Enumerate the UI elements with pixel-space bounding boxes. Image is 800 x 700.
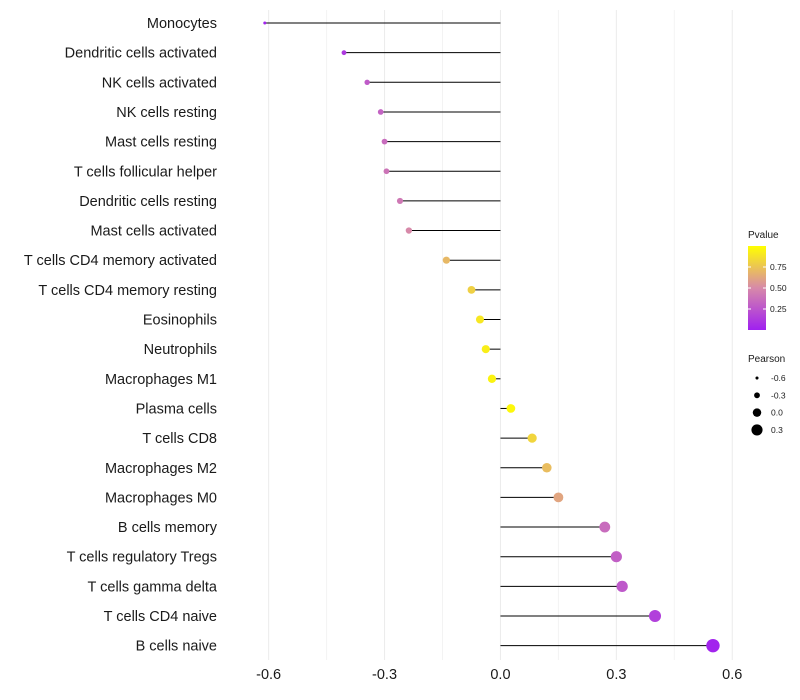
lollipop-point xyxy=(442,256,450,264)
pearson-legend-label: 0.0 xyxy=(771,408,783,418)
category-labels: Monocytes Dendritic cells activated NK cel… xyxy=(24,16,218,655)
lollipop-point xyxy=(506,404,516,413)
pearson-legend-label: -0.6 xyxy=(771,373,786,383)
category-label: T cells follicular helper xyxy=(74,164,217,180)
colorbar-tick-label: 0.25 xyxy=(770,304,787,314)
lollipop-point xyxy=(263,21,267,25)
lollipop-point xyxy=(542,462,552,473)
lollipop-point xyxy=(481,345,490,354)
lollipop-point xyxy=(364,79,370,85)
pearson-legend-items: -0.6 -0.3 0.0 0.3 xyxy=(751,373,786,436)
category-label: B cells naive xyxy=(136,639,217,655)
lollipop-point xyxy=(648,609,662,623)
pvalue-legend: Pvalue 0.25 0.50 0.75 xyxy=(748,230,787,330)
lollipop-point xyxy=(553,492,564,503)
lollipop-point xyxy=(396,197,404,204)
category-label: T cells CD4 memory resting xyxy=(38,283,217,299)
pearson-legend-dot xyxy=(754,392,760,399)
category-label: T cells regulatory Tregs xyxy=(67,550,217,566)
category-label: Plasma cells xyxy=(136,401,217,417)
lollipop-point xyxy=(341,50,347,56)
x-tick-label: 0.6 xyxy=(722,667,742,683)
x-tick-label: -0.6 xyxy=(256,667,281,683)
x-tick-label: -0.3 xyxy=(372,667,397,683)
x-tick-label: 0.0 xyxy=(490,667,510,683)
category-label: NK cells resting xyxy=(116,105,217,121)
lollipop-point xyxy=(381,138,388,145)
lollipop-point xyxy=(487,374,497,383)
lollipop-points xyxy=(263,21,720,653)
lollipop-point xyxy=(527,433,537,443)
category-label: Macrophages M1 xyxy=(105,372,217,388)
pearson-legend-dot xyxy=(752,408,762,417)
category-label: Eosinophils xyxy=(143,313,217,329)
lollipop-point xyxy=(467,285,476,294)
pearson-legend-dot xyxy=(755,376,759,380)
pearson-legend-label: -0.3 xyxy=(771,390,786,400)
grid-lines xyxy=(268,10,733,660)
x-axis-tick-labels: -0.6 -0.3 0.0 0.3 0.6 xyxy=(256,667,742,683)
category-label: Mast cells activated xyxy=(90,224,217,240)
category-label: B cells memory xyxy=(118,520,218,536)
lollipop-point xyxy=(405,227,413,234)
lollipop-point xyxy=(599,521,611,533)
category-label: Dendritic cells activated xyxy=(65,46,217,62)
colorbar-tick-label: 0.50 xyxy=(770,283,787,293)
lollipop-point xyxy=(706,638,720,653)
lollipop-stems xyxy=(264,22,713,647)
category-label: Macrophages M0 xyxy=(105,490,217,506)
category-label: T cells CD8 xyxy=(142,431,217,447)
category-label: Neutrophils xyxy=(144,342,217,358)
category-label: T cells gamma delta xyxy=(88,579,218,595)
lollipop-point xyxy=(383,168,390,175)
pvalue-legend-ticks: 0.25 0.50 0.75 xyxy=(748,262,787,314)
pearson-legend: Pearson -0.6 -0.3 0.0 0.3 xyxy=(748,354,786,436)
lollipop-point xyxy=(377,109,384,115)
category-label: NK cells activated xyxy=(102,75,217,91)
category-label: Mast cells resting xyxy=(105,135,217,151)
category-label: T cells CD4 naive xyxy=(104,609,217,625)
lollipop-point xyxy=(610,551,622,563)
lollipop-point xyxy=(616,580,628,592)
category-label: T cells CD4 memory activated xyxy=(24,253,217,269)
lollipop-point xyxy=(475,315,484,324)
category-label: Dendritic cells resting xyxy=(79,194,217,210)
category-label: Macrophages M2 xyxy=(105,461,217,477)
pvalue-legend-title: Pvalue xyxy=(748,230,779,241)
pvalue-colorbar xyxy=(748,246,766,330)
pearson-legend-label: 0.3 xyxy=(771,425,783,435)
x-tick-label: 0.3 xyxy=(606,667,626,683)
category-label: Monocytes xyxy=(147,16,217,32)
pearson-legend-title: Pearson xyxy=(748,354,785,365)
colorbar-tick-label: 0.75 xyxy=(770,262,787,272)
pearson-legend-dot xyxy=(751,424,763,436)
